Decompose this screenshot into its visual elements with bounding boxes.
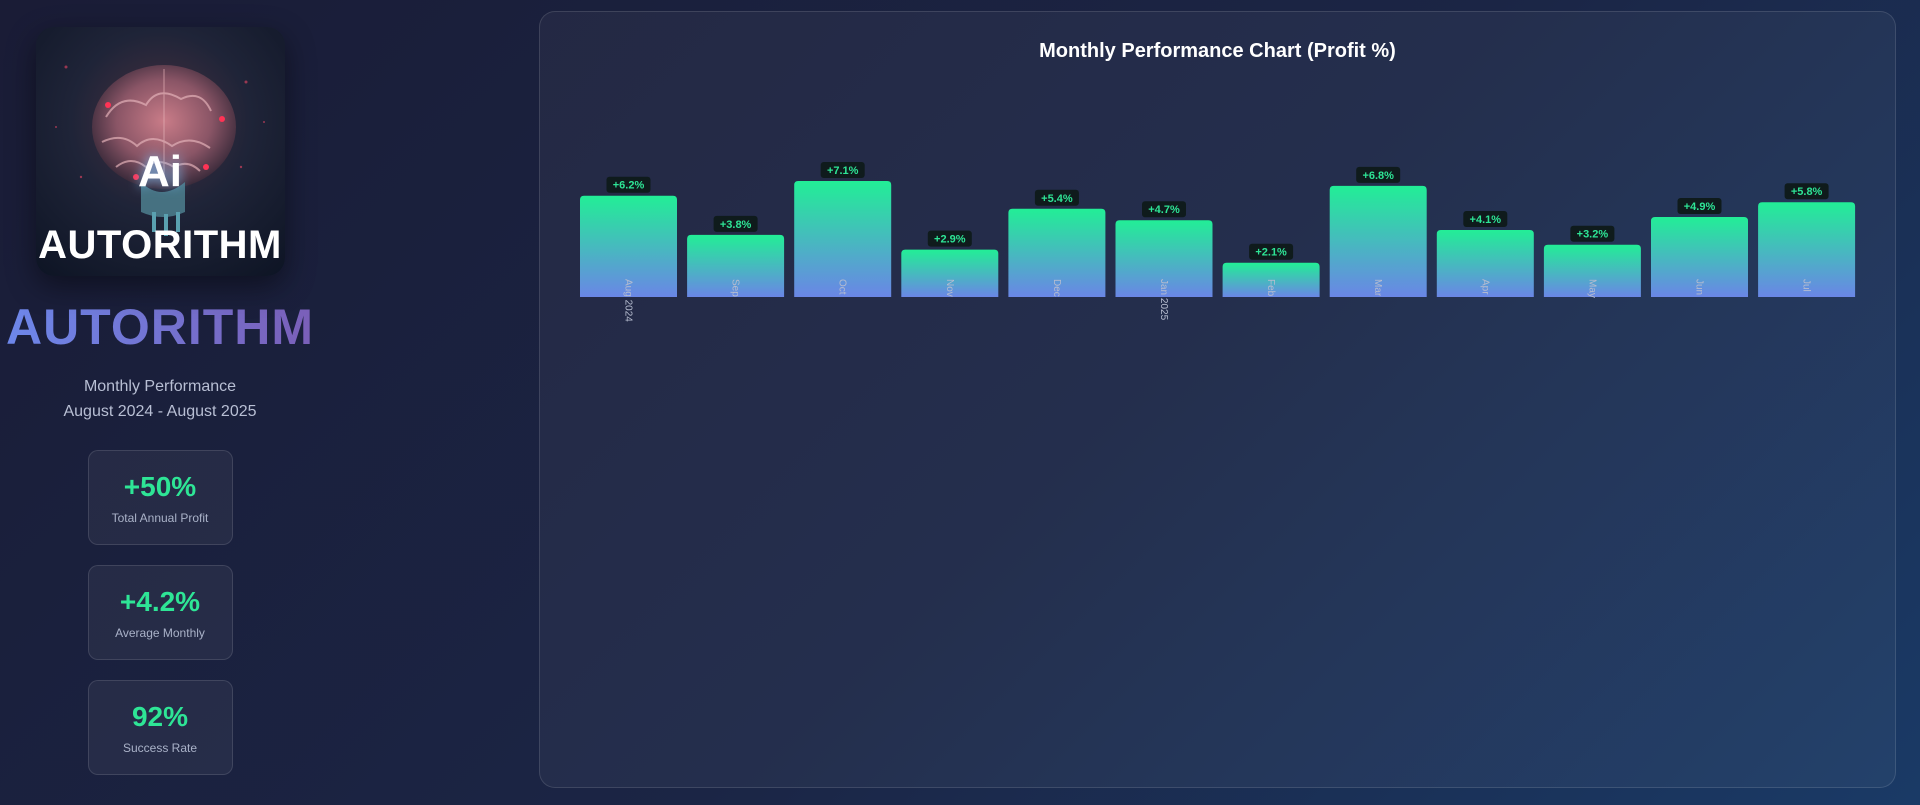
data-label-badge [1570,225,1615,242]
stat-label: Total Annual Profit [111,510,209,525]
bar-apr [1436,230,1534,297]
data-label-badge [713,215,758,232]
logo-ai-text: Ai [138,147,182,196]
performance-period: Monthly Performance August 2024 - August… [63,374,256,424]
sidebar: Ai AUTORITHM AUTORITHM Monthly Performan… [0,0,320,805]
chart-panel: Monthly Performance Chart (Profit %) +6.… [539,11,1896,788]
bar-chart: +6.2% Aug 2024 +3.8% Sep +7.1% Oct +2.9% Nov +5.… [580,162,1856,322]
stat-card-success-rate: 92% Success Rate [87,680,233,775]
data-label-badge [1677,197,1722,214]
brand-name: AUTORITHM [5,299,315,355]
x-tick-label: Apr [1479,279,1490,295]
x-tick-label: Sep [730,279,741,297]
data-label: +3.8% [720,219,752,231]
data-label: +2.1% [1255,247,1287,259]
stat-value: +4.2% [119,585,201,617]
stat-value: +50% [123,470,197,502]
x-tick-label: May [1586,279,1597,298]
x-tick-label: Jul [1801,279,1812,292]
data-label: +5.4% [1041,193,1073,205]
x-tick-label: Nov [944,279,955,297]
subtitle-line-2: August 2024 - August 2025 [63,403,257,420]
bar-mar [1329,185,1427,297]
data-label-badge [927,230,972,247]
bar-oct [794,181,892,297]
data-label: +6.2% [613,180,645,192]
data-label: +4.7% [1148,204,1180,216]
data-label: +4.1% [1470,214,1502,226]
x-tick-label: Jan 2025 [1158,279,1169,321]
bar-jul [1758,202,1856,297]
data-label-badge [1356,166,1401,183]
x-tick-label: Dec [1051,279,1062,297]
x-tick-label: Oct [837,279,848,295]
stat-card-average-monthly: +4.2% Average Monthly [87,565,233,660]
logo-wordmark: AUTORITHM [38,223,282,267]
subtitle-line-1: Monthly Performance [83,378,237,395]
data-label: +6.8% [1362,170,1394,182]
bar-nov [901,249,999,297]
bar-jun [1651,216,1748,297]
bar-dec [1008,208,1106,297]
stat-card-total-profit: +50% Total Annual Profit [87,450,233,545]
x-tick-label: Aug 2024 [623,279,634,322]
bar-jan-2025 [1115,220,1213,297]
data-label-badge [1784,183,1829,200]
data-label-badge [1463,211,1508,228]
bar-may [1543,244,1641,297]
stat-label: Average Monthly [115,625,205,640]
bar-sep [687,234,785,297]
stat-label: Success Rate [122,740,198,755]
data-label: +3.2% [1577,229,1609,241]
data-label: +7.1% [827,165,859,177]
autorithm-logo: Ai AUTORITHM [35,27,285,276]
x-tick-label: Mar [1372,279,1383,297]
data-label-badge [1249,243,1294,260]
bar-feb [1222,262,1320,297]
data-label-badge [1142,201,1186,218]
data-label-badge [1034,189,1079,206]
brain-icon [54,65,265,236]
data-label-badge [606,176,651,193]
bar-aug-2024 [580,195,677,297]
data-label: +5.8% [1791,186,1823,198]
x-tick-label: Jun [1694,279,1705,295]
x-tick-label: Feb [1265,279,1276,297]
data-label: +4.9% [1684,201,1716,213]
chart-title: Monthly Performance Chart (Profit %) [1039,40,1396,62]
data-label-badge [820,162,865,178]
data-label: +2.9% [934,234,966,246]
stat-value: 92% [131,700,189,732]
